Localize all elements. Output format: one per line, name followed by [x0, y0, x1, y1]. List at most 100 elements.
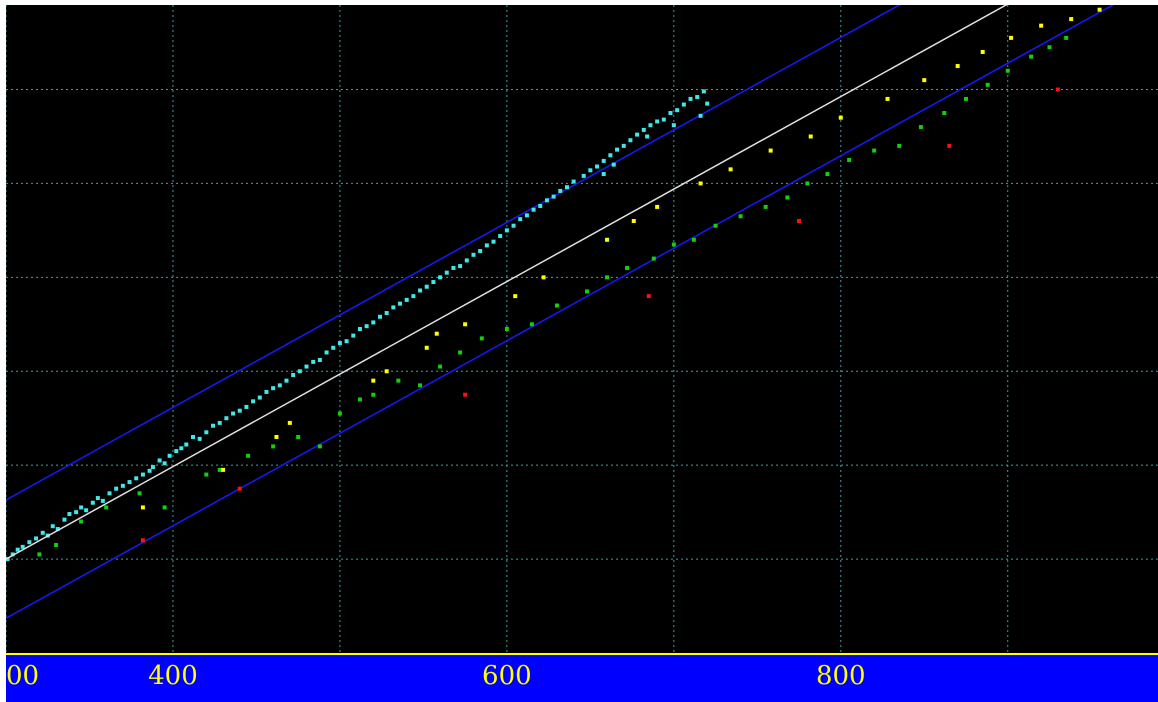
cyan-data-point [384, 311, 389, 316]
yellow-data-point [980, 49, 985, 54]
regression-line [6, 5, 1008, 560]
cyan-data-point [558, 188, 563, 193]
green-data-point [296, 435, 301, 439]
yellow-data-point [768, 148, 773, 153]
yellow-data-point [698, 181, 703, 186]
cyan-data-point [311, 359, 316, 364]
cyan-data-point [601, 172, 606, 177]
yellow-data-point [384, 369, 389, 374]
yellow-data-point [1009, 35, 1014, 40]
yellow-data-point [631, 219, 636, 223]
cyan-data-point [551, 194, 556, 199]
cyan-data-point [491, 239, 496, 244]
red-data-point [237, 486, 242, 491]
cyan-data-point [174, 449, 179, 454]
yellow-data-point [955, 64, 960, 69]
cyan-data-point [611, 162, 616, 167]
cyan-data-point [74, 510, 79, 515]
green-data-point [357, 397, 362, 402]
cyan-data-point [518, 217, 523, 222]
green-data-point [1047, 45, 1052, 50]
green-data-point [317, 444, 322, 449]
cyan-data-point [595, 164, 600, 169]
green-data-point [438, 364, 443, 369]
green-data-point [651, 256, 656, 261]
yellow-data-point [605, 237, 610, 242]
cyan-data-point [688, 96, 693, 101]
cyan-data-point [167, 453, 172, 458]
green-data-point [1029, 54, 1034, 59]
cyan-data-point [635, 132, 640, 137]
cyan-data-point [668, 111, 673, 115]
cyan-data-point [27, 540, 32, 545]
cyan-data-point [277, 383, 282, 388]
cyan-data-point [197, 436, 202, 441]
yellow-data-point [274, 435, 279, 439]
green-data-point [942, 111, 947, 115]
cyan-data-point [357, 327, 362, 331]
cyan-data-point [671, 123, 676, 128]
cyan-data-point [157, 458, 162, 463]
cyan-data-point [364, 324, 369, 329]
yellow-data-point [221, 467, 226, 472]
cyan-data-point [431, 280, 436, 285]
cyan-data-point [698, 113, 703, 118]
green-data-point [337, 411, 342, 416]
cyan-data-point [538, 203, 543, 208]
green-data-point [1064, 35, 1069, 40]
cyan-data-point [531, 207, 536, 212]
cyan-data-point [120, 483, 125, 488]
green-data-point [271, 444, 276, 449]
cyan-data-point [628, 138, 633, 143]
green-data-point [625, 265, 630, 270]
yellow-data-point [728, 167, 733, 172]
cyan-data-point [140, 472, 145, 477]
green-data-point [918, 125, 923, 130]
yellow-data-point [434, 331, 439, 336]
cyan-data-point [184, 442, 189, 447]
x-tick-label: 800 [815, 661, 866, 691]
green-data-point [79, 519, 84, 524]
x-tick-label: 600 [482, 661, 532, 691]
cyan-data-point [331, 345, 336, 350]
cyan-data-point [40, 530, 45, 535]
yellow-data-point [371, 378, 376, 383]
cyan-data-point [62, 517, 67, 522]
cyan-data-point [264, 389, 269, 394]
cyan-data-point [217, 420, 222, 425]
green-data-point [805, 181, 810, 186]
cyan-data-point [608, 153, 613, 158]
fit-line [6, 5, 1008, 560]
green-data-point [37, 552, 42, 557]
yellow-data-point [885, 96, 890, 101]
green-data-point [418, 383, 423, 388]
green-data-point [605, 275, 610, 280]
cyan-data-point [20, 544, 25, 549]
x-axis-bar: 00 400 600 800 [6, 653, 1158, 702]
cyan-data-point [458, 264, 463, 269]
yellow-data-point [1039, 23, 1044, 28]
green-data-point [162, 505, 167, 510]
yellow-data-point [287, 420, 292, 425]
green-data-point [585, 289, 590, 294]
cyan-data-point [95, 496, 100, 501]
cyan-data-point [317, 357, 322, 362]
cyan-data-point [404, 297, 409, 302]
yellow-data-point [463, 322, 468, 327]
cyan-data-point [371, 320, 376, 325]
yellow-data-point [655, 204, 660, 209]
cyan-data-point [134, 476, 139, 481]
cyan-data-point [661, 117, 666, 122]
cyan-data-point [190, 435, 195, 439]
cyan-data-point [237, 408, 242, 413]
cyan-data-point [398, 301, 403, 306]
green-data-point [137, 491, 142, 496]
cyan-data-point [162, 461, 167, 466]
yellow-data-point [922, 78, 927, 83]
cyan-data-point [284, 378, 289, 383]
cyan-data-point [147, 468, 152, 473]
yellow-data-point [808, 134, 813, 139]
cyan-data-point [544, 198, 549, 203]
green-data-point [897, 143, 902, 148]
cyan-data-point [655, 119, 660, 124]
